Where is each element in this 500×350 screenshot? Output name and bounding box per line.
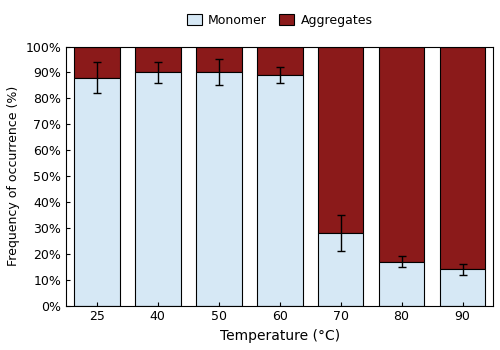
Y-axis label: Frequency of occurrence (%): Frequency of occurrence (%): [7, 86, 20, 266]
Bar: [196, 72, 242, 306]
Legend: Monomer, Aggregates: Monomer, Aggregates: [182, 9, 378, 32]
Bar: [135, 47, 180, 72]
Bar: [440, 270, 486, 306]
Bar: [196, 47, 242, 72]
Bar: [74, 78, 120, 306]
Bar: [440, 47, 486, 270]
Bar: [257, 47, 302, 75]
Bar: [74, 47, 120, 78]
X-axis label: Temperature (°C): Temperature (°C): [220, 329, 340, 343]
Bar: [257, 75, 302, 306]
Bar: [378, 261, 424, 306]
Bar: [318, 47, 364, 233]
Bar: [378, 47, 424, 261]
Bar: [318, 233, 364, 306]
Bar: [135, 72, 180, 306]
